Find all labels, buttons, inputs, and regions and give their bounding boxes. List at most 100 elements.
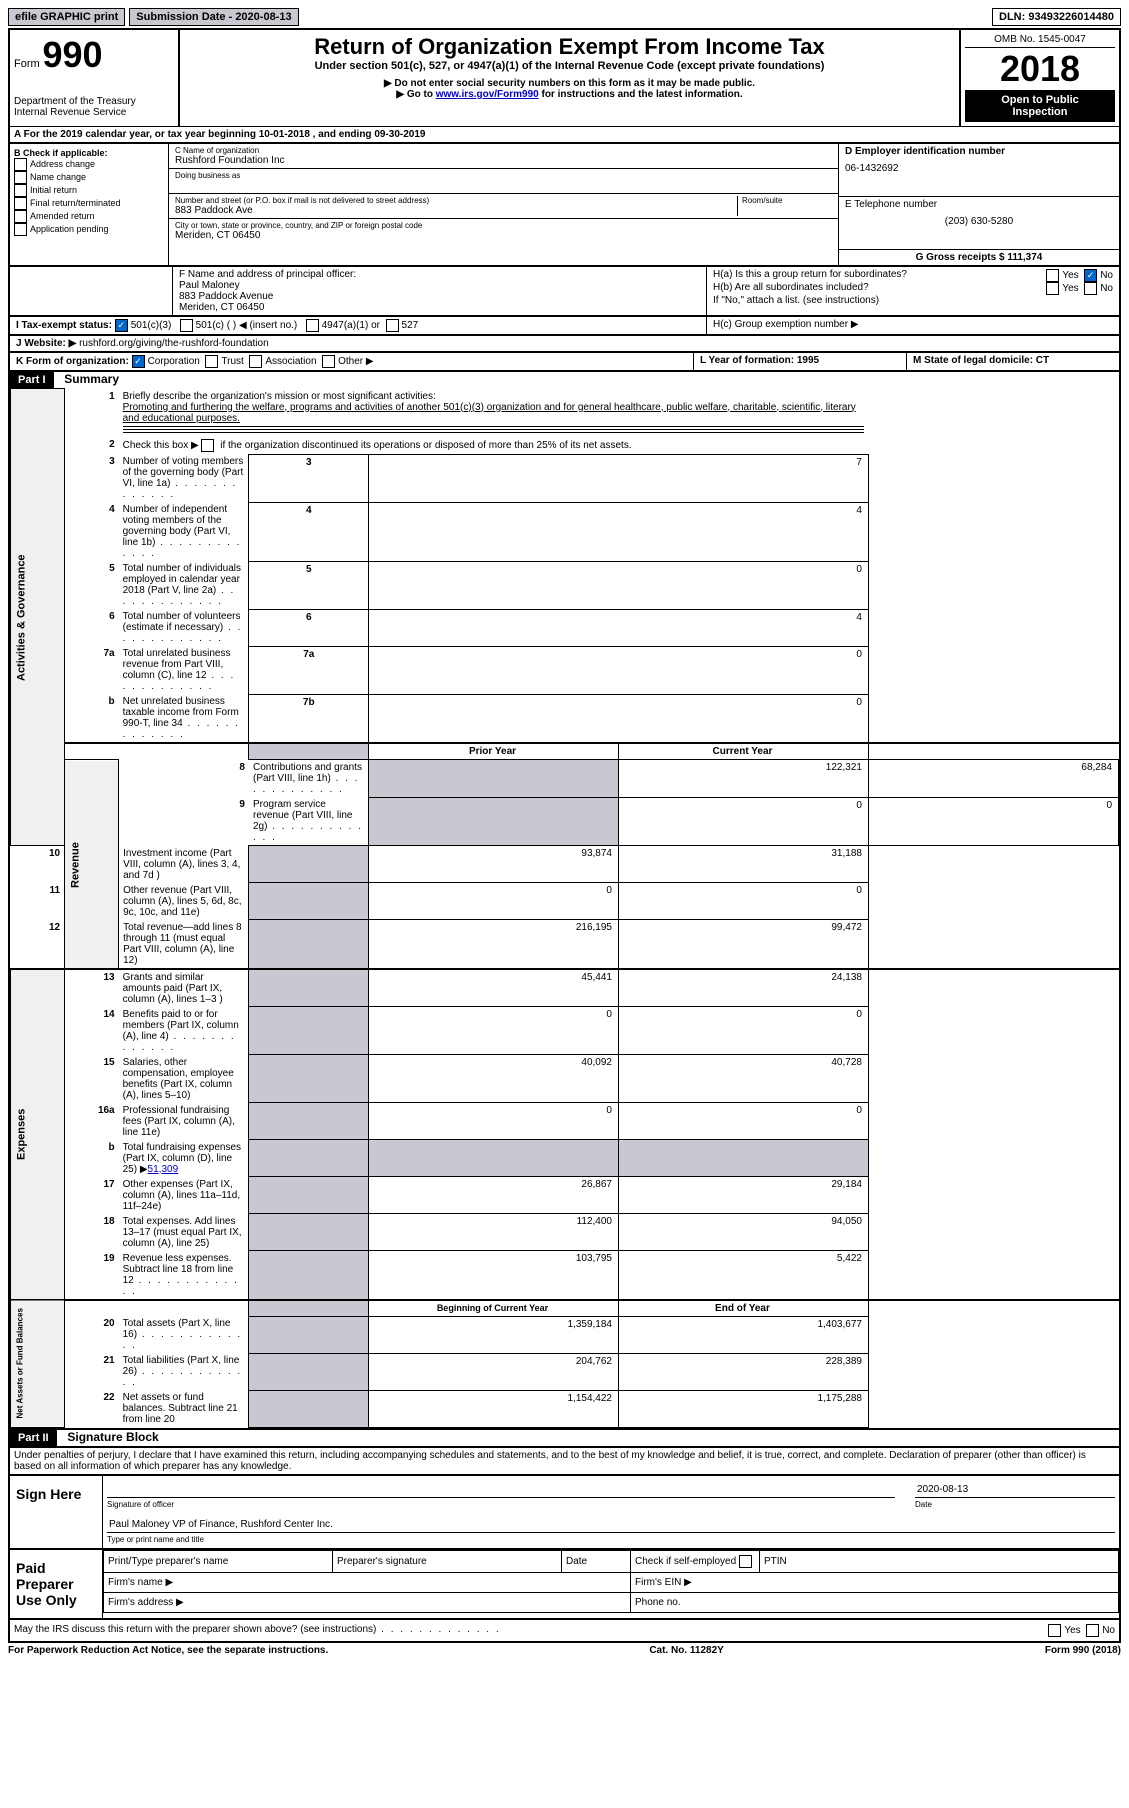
end-hdr: End of Year <box>618 1300 868 1317</box>
check-pending[interactable] <box>14 223 27 236</box>
v7a: 0 <box>369 646 869 694</box>
c9: 0 <box>868 797 1118 846</box>
v4: 4 <box>369 502 869 561</box>
v3: 7 <box>369 454 869 502</box>
hb-yes[interactable] <box>1046 282 1059 295</box>
discuss-yes[interactable] <box>1048 1624 1061 1637</box>
klm-row: K Form of organization: Corporation Trus… <box>8 353 1121 372</box>
i-row: I Tax-exempt status: 501(c)(3) 501(c) ( … <box>8 317 1121 336</box>
l16a: Professional fundraising fees (Part IX, … <box>119 1103 249 1140</box>
check-name[interactable] <box>14 171 27 184</box>
v6: 4 <box>369 609 869 646</box>
sig-date: 2020-08-13 <box>915 1482 1115 1498</box>
i-o4: 527 <box>402 320 419 331</box>
sig-officer-label: Signature of officer <box>107 1500 895 1509</box>
l6: Total number of volunteers (estimate if … <box>119 609 249 646</box>
c18: 94,050 <box>618 1214 868 1251</box>
ein: 06-1432692 <box>845 163 1113 174</box>
ha-label: H(a) Is this a group return for subordin… <box>713 269 1046 282</box>
part2-hdr: Part II <box>10 1430 57 1446</box>
form-label: Form <box>14 58 40 70</box>
info-grid: B Check if applicable: Address change Na… <box>8 144 1121 267</box>
dba-label: Doing business as <box>175 171 832 180</box>
discuss-no[interactable] <box>1086 1624 1099 1637</box>
l2pre: Check this box ▶ <box>123 440 199 451</box>
check-address[interactable] <box>14 158 27 171</box>
self-emp-check[interactable] <box>739 1555 752 1568</box>
c21: 228,389 <box>618 1353 868 1390</box>
check-initial[interactable] <box>14 184 27 197</box>
l16b-val[interactable]: 51,309 <box>148 1164 179 1175</box>
date-label: Date <box>915 1500 1115 1509</box>
check-final[interactable] <box>14 197 27 210</box>
l-year: L Year of formation: 1995 <box>694 353 907 370</box>
v5: 0 <box>369 561 869 609</box>
firm-ein: Firm's EIN ▶ <box>631 1572 1119 1592</box>
hb-no[interactable] <box>1084 282 1097 295</box>
i-o2: 501(c) ( ) ◀ (insert no.) <box>196 320 298 331</box>
l4: Number of independent voting members of … <box>119 502 249 561</box>
check-amended[interactable] <box>14 210 27 223</box>
l20: Total assets (Part X, line 16) <box>119 1316 249 1353</box>
l7b: Net unrelated business taxable income fr… <box>119 694 249 743</box>
p13: 45,441 <box>369 969 619 1007</box>
i-4947[interactable] <box>306 319 319 332</box>
c22: 1,175,288 <box>618 1390 868 1427</box>
k-other[interactable] <box>322 355 335 368</box>
e-label: E Telephone number <box>845 199 1113 210</box>
opt-name: Name change <box>30 172 86 182</box>
i-527[interactable] <box>386 319 399 332</box>
b-label: B Check if applicable: <box>14 148 164 158</box>
no-label: No <box>1102 1625 1115 1636</box>
p20: 1,359,184 <box>369 1316 619 1353</box>
p22: 1,154,422 <box>369 1390 619 1427</box>
p19: 103,795 <box>369 1251 619 1300</box>
c8: 68,284 <box>868 760 1118 798</box>
footer-right: Form 990 (2018) <box>1045 1645 1121 1656</box>
org-name: Rushford Foundation Inc <box>175 155 832 166</box>
p21: 204,762 <box>369 1353 619 1390</box>
part2: Part II Signature Block <box>8 1430 1121 1448</box>
m-state: M State of legal domicile: CT <box>907 353 1119 370</box>
efile-button[interactable]: efile GRAPHIC print <box>8 8 125 26</box>
ha-no[interactable] <box>1084 269 1097 282</box>
declaration: Under penalties of perjury, I declare th… <box>8 1448 1121 1476</box>
j-label: J Website: ▶ <box>16 338 76 349</box>
c20: 1,403,677 <box>618 1316 868 1353</box>
k-assoc[interactable] <box>249 355 262 368</box>
k-trust[interactable] <box>205 355 218 368</box>
paid-prep-label: Paid Preparer Use Only <box>10 1550 103 1618</box>
website[interactable]: rushford.org/giving/the-rushford-foundat… <box>79 338 269 349</box>
sign-here-label: Sign Here <box>10 1476 103 1548</box>
ptin: PTIN <box>760 1550 1119 1572</box>
l16b-pre: Total fundraising expenses (Part IX, col… <box>123 1142 241 1175</box>
l15: Salaries, other compensation, employee b… <box>119 1055 249 1103</box>
phone: (203) 630-5280 <box>845 216 1113 227</box>
i-501c3[interactable] <box>115 319 128 332</box>
top-bar: efile GRAPHIC print Submission Date - 20… <box>8 8 1121 26</box>
p9: 0 <box>618 797 868 846</box>
c-name-label: C Name of organization <box>175 146 832 155</box>
c12: 99,472 <box>618 920 868 969</box>
k-o4: Other ▶ <box>338 356 373 367</box>
c19: 5,422 <box>618 1251 868 1300</box>
preparer-block: Paid Preparer Use Only Print/Type prepar… <box>8 1550 1121 1620</box>
p10: 93,874 <box>369 846 619 883</box>
l17: Other expenses (Part IX, column (A), lin… <box>119 1177 249 1214</box>
city-label: City or town, state or province, country… <box>175 221 832 230</box>
part1-title: Summary <box>56 370 127 388</box>
l22: Net assets or fund balances. Subtract li… <box>119 1390 249 1427</box>
f-label: F Name and address of principal officer: <box>179 269 700 280</box>
irs-link[interactable]: www.irs.gov/Form990 <box>436 89 539 100</box>
vlabel-expenses: Expenses <box>11 969 65 1300</box>
vlabel-netassets: Net Assets or Fund Balances <box>11 1300 65 1428</box>
ha-yes[interactable] <box>1046 269 1059 282</box>
l2-check[interactable] <box>201 439 214 452</box>
room-label: Room/suite <box>742 196 832 205</box>
prep-name: Print/Type preparer's name <box>104 1550 333 1572</box>
c10: 31,188 <box>618 846 868 883</box>
i-501c[interactable] <box>180 319 193 332</box>
k-corp[interactable] <box>132 355 145 368</box>
officer-addr1: 883 Paddock Avenue <box>179 291 700 302</box>
form-title: Return of Organization Exempt From Incom… <box>190 34 949 60</box>
